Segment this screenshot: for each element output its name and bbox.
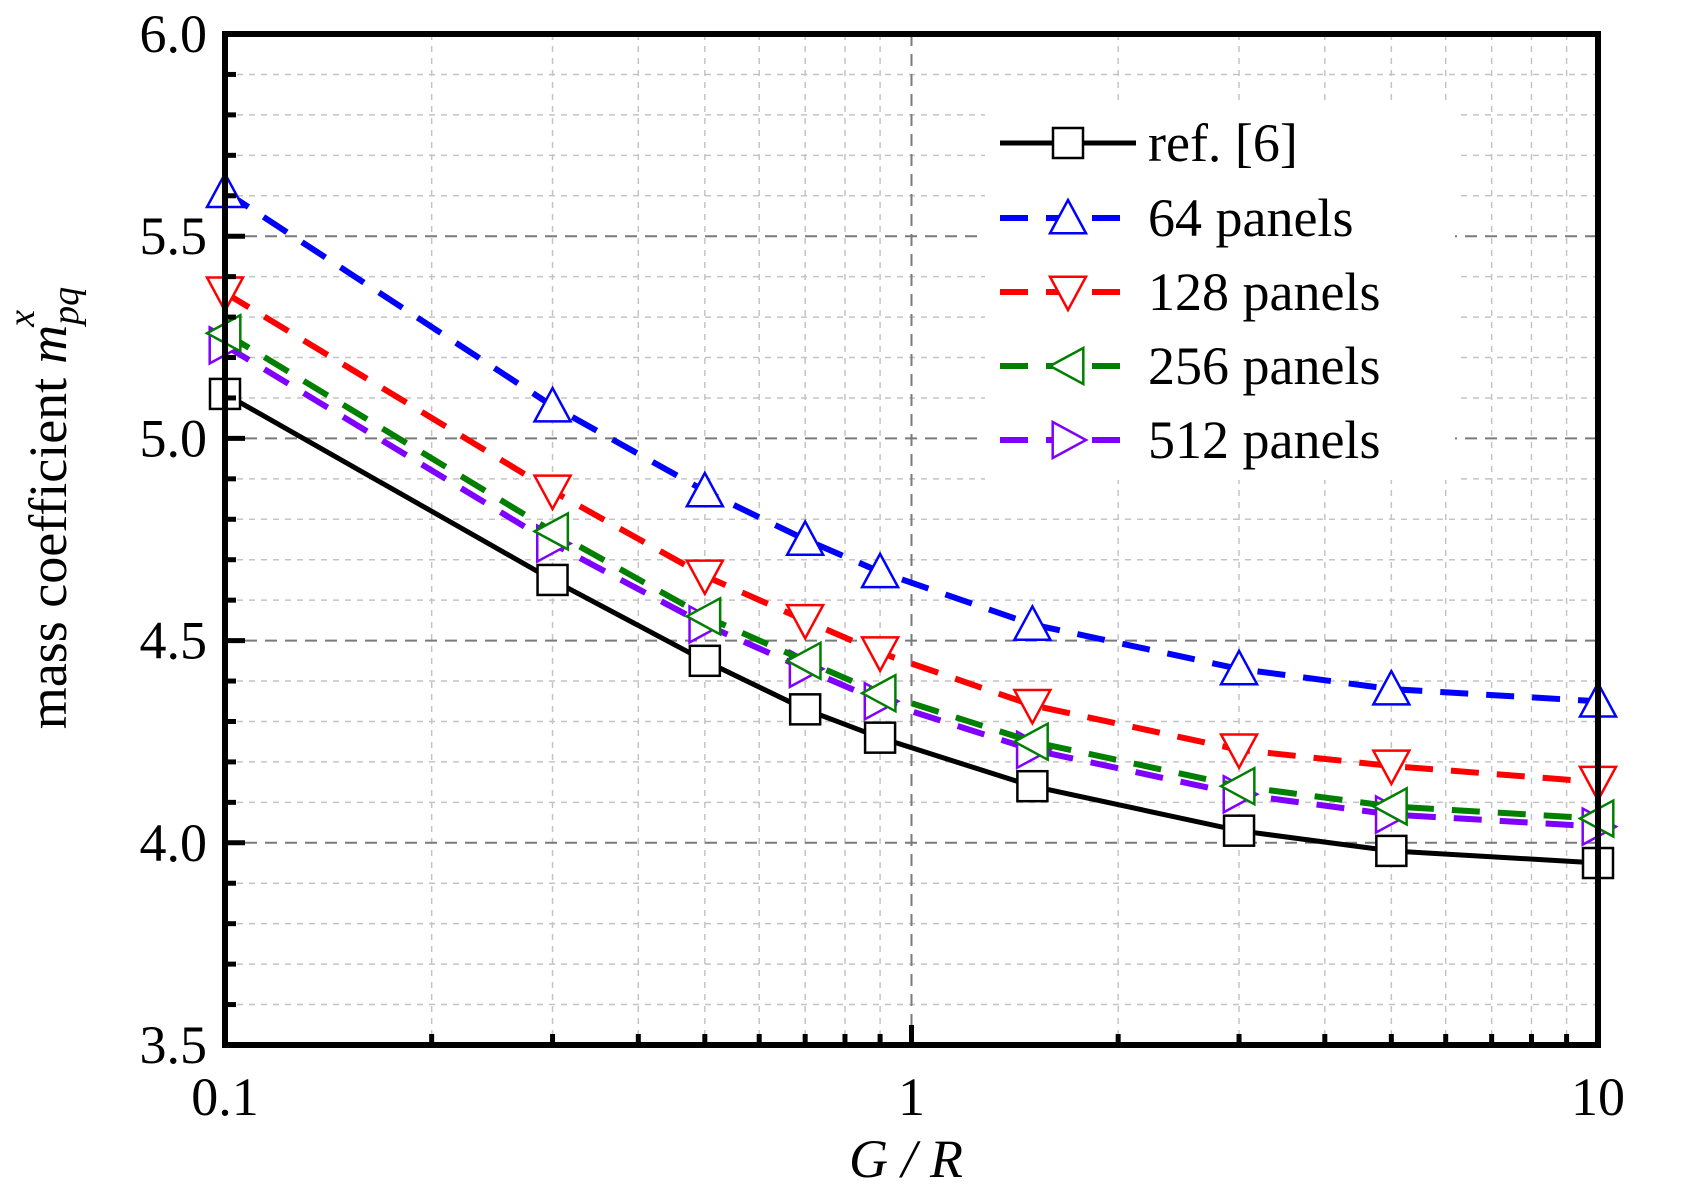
y-tick-label: 5.0 [140,408,208,468]
y-tick-label: 3.5 [140,1015,208,1075]
y-tick-label: 6.0 [140,4,208,64]
data-point [532,385,573,423]
data-point [859,673,897,714]
legend-marker [1051,419,1089,461]
y-axis-title: mass coefficient mpqx [1,287,87,729]
data-point [688,644,722,678]
legend-marker [1047,197,1089,235]
tick-labels: 3.5 4.0 4.5 5.0 5.5 6.0 0.1 1 10 [140,4,1626,1127]
legend-marker [1051,126,1085,160]
data-point [684,596,722,637]
y-tick-label: 4.5 [140,611,208,671]
data-point [785,603,826,642]
data-point [859,551,901,589]
data-point [788,693,822,726]
data-point [1371,668,1412,706]
legend-marker [1047,275,1089,313]
data-point [1012,688,1053,726]
data-point [684,470,725,508]
data-point [536,563,569,597]
data-point [1012,603,1053,641]
legend-label: 256 panels [1148,336,1380,396]
x-axis-title: G / R [849,1129,963,1189]
legend-label: 128 panels [1148,262,1380,322]
svg-text:mass coefficientmpqx: mass coefficient mpqx [1,287,87,729]
data-point [1375,834,1408,868]
y-axis-symbol: m [18,325,78,364]
legend-label: ref. [6] [1148,113,1298,173]
data-point [1370,786,1408,827]
legend-marker [1047,345,1085,387]
data-point [1011,721,1049,762]
legend-item: 128 panels [1000,262,1380,322]
data-point [1371,749,1412,787]
data-point [1222,814,1256,847]
series-ref-6- [208,377,1615,880]
legend-label: 512 panels [1148,410,1380,470]
legend: ref. [6] 64 panels 128 panels 256 panels 512… [1000,113,1380,470]
data-point [785,518,826,557]
x-tick-label: 1 [898,1067,925,1127]
y-axis-label-text: mass coefficient [18,378,78,729]
legend-item: ref. [6] [1000,113,1298,173]
data-point [1218,766,1256,807]
data-point [531,511,570,552]
y-tick-label: 5.5 [140,206,208,266]
data-point [863,721,897,754]
data-point [859,636,901,674]
data-point [532,474,573,512]
legend-label: 64 panels [1148,188,1353,248]
axes [222,31,1601,1048]
y-axis-superscript: x [1,310,43,328]
legend-item: 512 panels [1000,410,1380,470]
data-point [684,559,725,597]
y-axis-subscript: pq [45,287,87,328]
data-point [1016,769,1049,803]
y-tick-label: 4.0 [140,813,208,873]
data-point [784,640,822,681]
legend-item: 64 panels [1000,188,1353,248]
legend-item: 256 panels [1000,336,1380,396]
series-64-panels [204,171,1619,718]
x-tick-label: 0.1 [191,1067,259,1127]
data-point [1218,648,1260,686]
x-tick-label: 10 [1571,1067,1625,1127]
data-point [1218,733,1260,771]
